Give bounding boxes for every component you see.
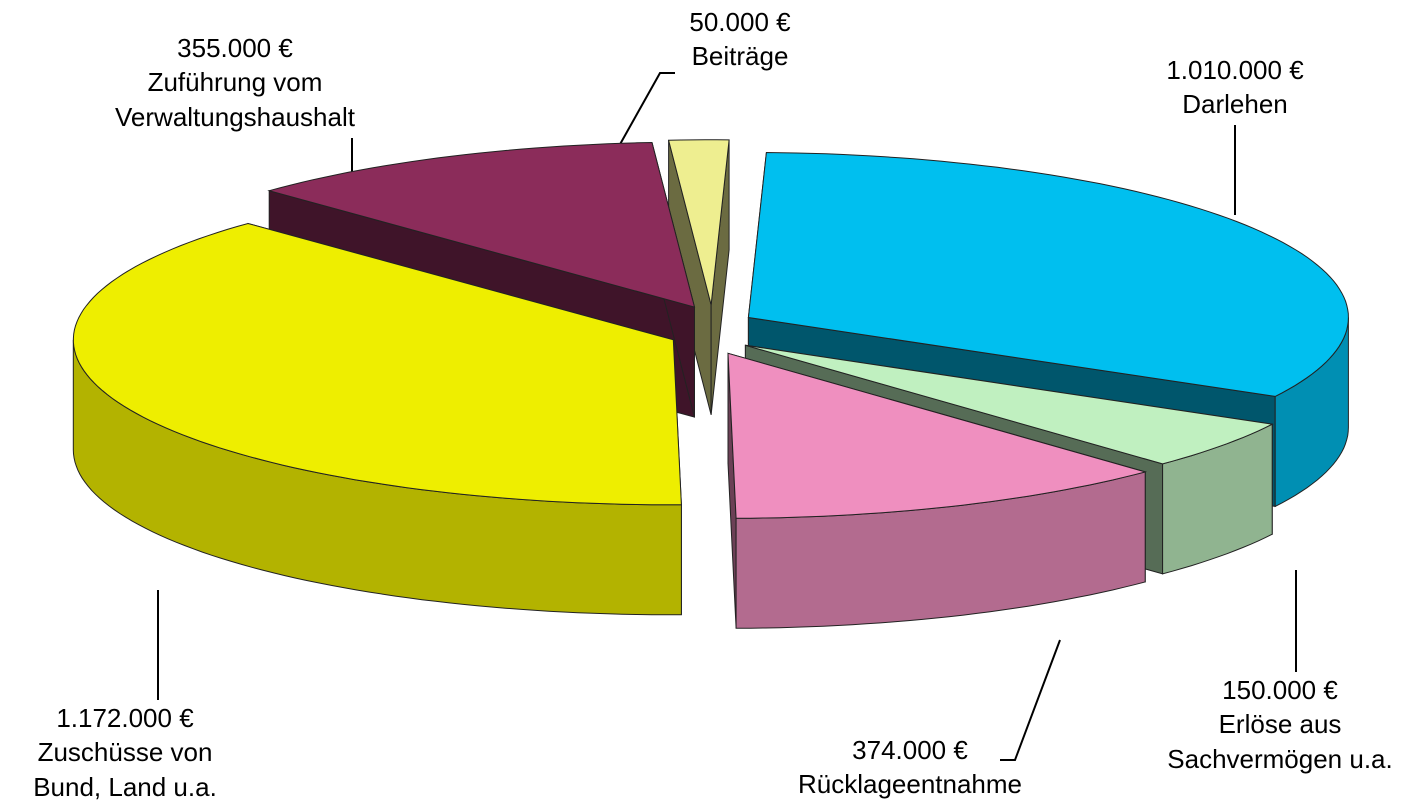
category-label: Erlöse aus Sachvermögen u.a.: [1167, 709, 1392, 774]
pie: [72, 139, 1349, 629]
labels: 1.010.000 € Darlehen 150.000 € Erlöse aus Sa…: [33, 7, 1393, 802]
category-label: Beiträge: [692, 41, 789, 71]
value-label: 1.010.000 €: [1166, 55, 1304, 85]
category-label: Zuführung vom Verwaltungshaushalt: [115, 67, 356, 132]
slice: [745, 344, 1274, 465]
slice: [727, 352, 1148, 519]
category-label: Darlehen: [1182, 89, 1288, 119]
slice: [72, 222, 682, 506]
value-label: 150.000 €: [1222, 675, 1338, 705]
value-label: 1.172.000 €: [56, 703, 194, 733]
value-label: 374.000 €: [852, 735, 968, 765]
slice: [667, 139, 730, 305]
slice: [747, 151, 1349, 397]
leader-line: [1000, 639, 1061, 761]
value-label: 50.000 €: [689, 7, 791, 37]
slice: [267, 141, 696, 308]
category-label: Rücklageentnahme: [798, 769, 1022, 799]
category-label: Zuschüsse von Bund, Land u.a.: [33, 737, 217, 802]
value-label: 355.000 €: [177, 33, 293, 63]
